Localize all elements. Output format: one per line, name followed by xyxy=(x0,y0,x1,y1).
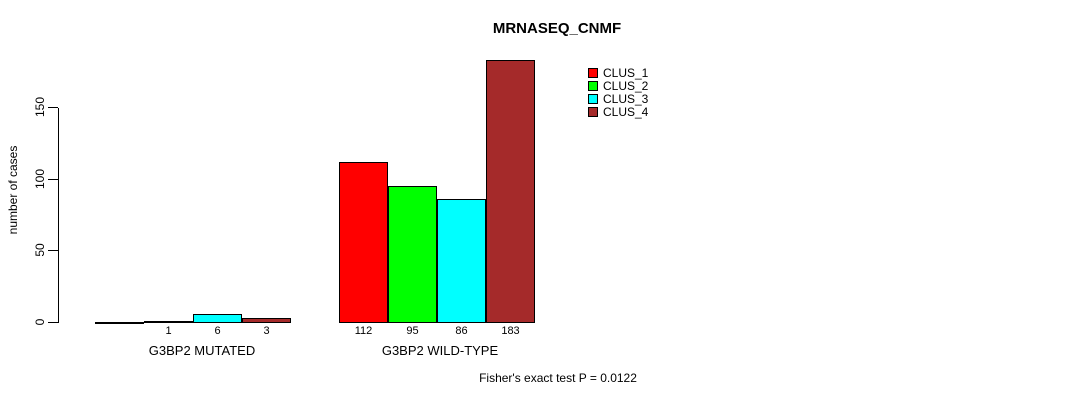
y-axis-tick xyxy=(48,107,58,108)
y-axis-tick-label: 0 xyxy=(33,318,47,326)
legend-item-clus_3: CLUS_3 xyxy=(588,91,698,106)
bar-clus_1-group1 xyxy=(95,322,144,324)
bar-clus_2-group2 xyxy=(388,186,437,323)
bar-clus_1-group2 xyxy=(339,162,388,323)
y-axis-tick-label: 50 xyxy=(33,243,47,257)
category-label-group1: G3BP2 MUTATED xyxy=(148,343,256,358)
bar-value-label: 112 xyxy=(354,325,373,337)
legend-swatch-icon xyxy=(588,67,598,78)
bar-value-label: 95 xyxy=(406,325,419,337)
legend-item-clus_4: CLUS_4 xyxy=(588,104,698,119)
legend-item-clus_1: CLUS_1 xyxy=(588,65,698,80)
legend-label: CLUS_3 xyxy=(603,91,649,106)
chart-title: MRNASEQ_CNMF xyxy=(492,20,622,37)
statistical-annotation: Fisher's exact test P = 0.0122 xyxy=(479,371,637,385)
bar-value-label: 1 xyxy=(165,325,172,337)
y-axis-tick xyxy=(48,179,58,180)
bar-clus_3-group1 xyxy=(193,314,242,323)
y-axis-label: number of cases xyxy=(6,145,20,235)
bar-clus_3-group2 xyxy=(437,199,486,323)
y-axis-tick xyxy=(48,250,58,251)
legend-label: CLUS_4 xyxy=(603,104,649,119)
y-axis-tick xyxy=(48,322,58,323)
legend-label: CLUS_1 xyxy=(603,65,649,80)
legend-swatch-icon xyxy=(588,93,598,104)
y-axis-tick-label: 100 xyxy=(33,168,47,190)
bar-clus_2-group1 xyxy=(144,321,193,323)
legend-swatch-icon xyxy=(588,80,598,91)
bar-clus_4-group2 xyxy=(486,60,535,323)
legend-item-clus_2: CLUS_2 xyxy=(588,78,698,93)
category-label-group2: G3BP2 WILD-TYPE xyxy=(381,343,499,358)
legend-label: CLUS_2 xyxy=(603,78,649,93)
legend: CLUS_1 CLUS_2 CLUS_3 CLUS_4 xyxy=(588,65,698,119)
y-axis-line xyxy=(58,108,59,323)
bar-value-label: 6 xyxy=(214,325,221,337)
bar-clus_4-group1 xyxy=(242,318,291,323)
bar-value-label: 86 xyxy=(455,325,468,337)
bar-value-label: 3 xyxy=(263,325,270,337)
legend-swatch-icon xyxy=(588,106,598,117)
bar-value-label: 183 xyxy=(501,325,520,337)
y-axis-tick-label: 150 xyxy=(33,96,47,118)
